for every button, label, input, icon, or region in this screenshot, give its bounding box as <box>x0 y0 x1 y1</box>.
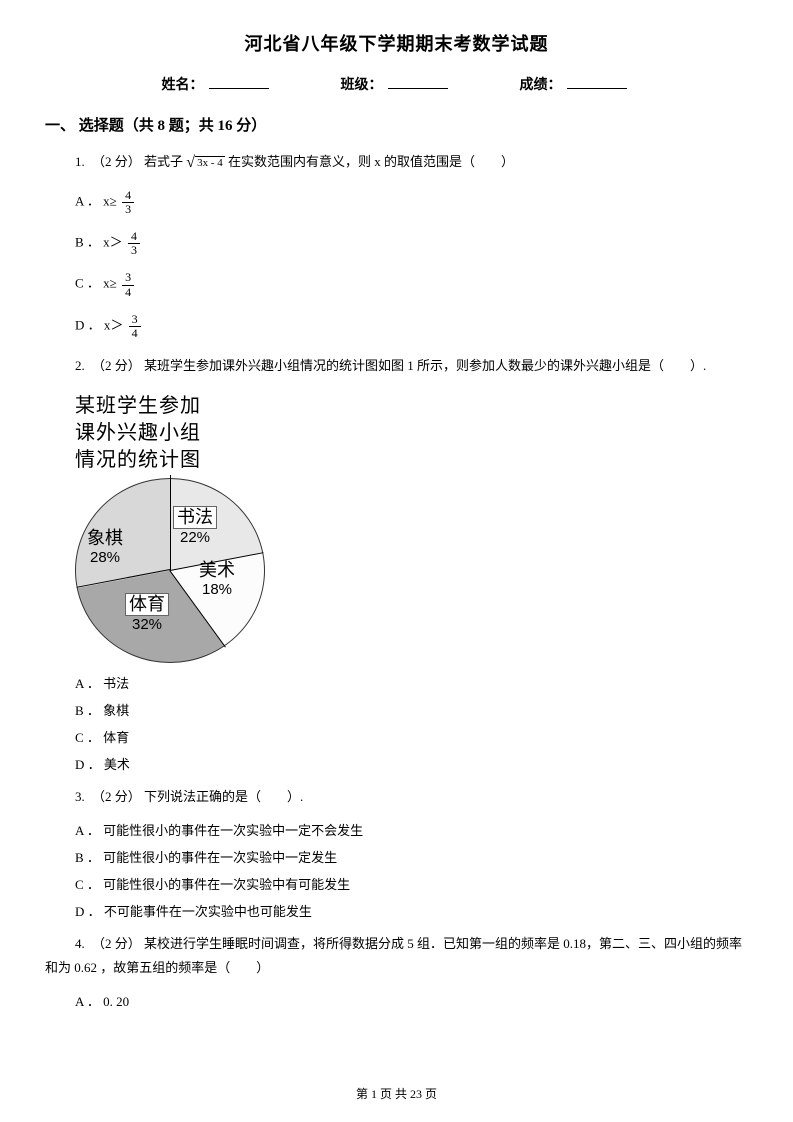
q1-opt-c: C ． x≥ 34 <box>75 271 748 298</box>
q1-b-label: B ． <box>75 235 100 250</box>
pie-line-1 <box>170 475 171 570</box>
q1-b-frac: 43 <box>128 230 140 257</box>
question-4: 4. （2 分） 某校进行学生睡眠时间调查，将所得数据分成 5 组．已知第一组的… <box>45 932 748 981</box>
q4-text: 某校进行学生睡眠时间调查，将所得数据分成 5 组．已知第一组的频率是 0.18，… <box>45 936 742 976</box>
q1-a-frac: 43 <box>122 189 134 216</box>
class-blank <box>388 88 448 89</box>
q2-num: 2. <box>75 358 85 373</box>
q1-num: 1. <box>75 154 85 169</box>
q3-opt-c: C ． 可能性很小的事件在一次实验中有可能发生 <box>75 878 748 891</box>
q3-num: 3. <box>75 789 85 804</box>
score-blank <box>567 88 627 89</box>
name-blank <box>209 88 269 89</box>
q2-chart: 某班学生参加 课外兴趣小组 情况的统计图 书法 22% 美术 18% 体育 32… <box>75 393 748 663</box>
q1-sqrt: √3x - 4 <box>186 156 224 170</box>
q2-pts: （2 分） <box>92 358 141 373</box>
q4-num: 4. <box>75 936 85 951</box>
question-1: 1. （2 分） 若式子 √3x - 4 在实数范围内有意义，则 x 的取值范围… <box>75 150 748 175</box>
q4-opt-a: A ． 0. 20 <box>75 995 748 1008</box>
q2-opt-d: D ． 美术 <box>75 758 748 771</box>
question-3: 3. （2 分） 下列说法正确的是（ ）. <box>75 785 748 810</box>
q1-d-label: D ． <box>75 317 101 332</box>
q1-c-frac: 34 <box>122 271 134 298</box>
q1-sqrt-inner: 3x - 4 <box>195 156 225 170</box>
pie-label-shufa: 书法 22% <box>173 506 217 546</box>
q3-text: 下列说法正确的是（ ）. <box>144 789 303 804</box>
q1-pre: 若式子 <box>144 154 183 169</box>
q4-pts: （2 分） <box>92 936 141 951</box>
q1-opt-d: D ． x＞ 34 <box>75 313 748 340</box>
section-header: 一、 选择题（共 8 题；共 16 分） <box>45 114 748 135</box>
q3-opt-b: B ． 可能性很小的事件在一次实验中一定发生 <box>75 851 748 864</box>
info-row: 姓名： 班级： 成绩： <box>45 74 748 94</box>
name-label: 姓名： <box>162 78 204 93</box>
q1-d-sym: x＞ <box>104 317 124 332</box>
page-title: 河北省八年级下学期期末考数学试题 <box>45 30 748 56</box>
q3-pts: （2 分） <box>92 789 141 804</box>
q2-opt-c: C ． 体育 <box>75 731 748 744</box>
pie-label-meishu: 美术 18% <box>199 560 235 598</box>
score-label: 成绩： <box>520 78 562 93</box>
q1-c-label: C ． <box>75 276 100 291</box>
q1-opt-b: B ． x＞ 43 <box>75 230 748 257</box>
q1-post: 在实数范围内有意义，则 x 的取值范围是（ ） <box>228 154 514 169</box>
q1-d-frac: 34 <box>129 313 141 340</box>
q2-chart-title: 某班学生参加 课外兴趣小组 情况的统计图 <box>75 393 748 474</box>
question-2: 2. （2 分） 某班学生参加课外兴趣小组情况的统计图如图 1 所示，则参加人数… <box>75 354 748 379</box>
pie-label-tiyu: 体育 32% <box>125 593 169 633</box>
q2-opt-a: A ． 书法 <box>75 677 748 690</box>
q1-a-sym: x≥ <box>103 193 117 208</box>
q1-c-sym: x≥ <box>103 276 117 291</box>
q1-pts: （2 分） <box>92 154 141 169</box>
q1-a-label: A ． <box>75 193 100 208</box>
pie-chart: 书法 22% 美术 18% 体育 32% 象棋 28% <box>75 478 265 663</box>
page-footer: 第 1 页 共 23 页 <box>0 1085 793 1102</box>
q1-opt-a: A ． x≥ 43 <box>75 189 748 216</box>
q1-b-sym: x＞ <box>103 235 123 250</box>
class-label: 班级： <box>341 78 383 93</box>
q3-opt-d: D ． 不可能事件在一次实验中也可能发生 <box>75 905 748 918</box>
q2-text: 某班学生参加课外兴趣小组情况的统计图如图 1 所示，则参加人数最少的课外兴趣小组… <box>144 358 706 373</box>
pie-label-xiangqi: 象棋 28% <box>87 528 123 566</box>
q3-opt-a: A ． 可能性很小的事件在一次实验中一定不会发生 <box>75 824 748 837</box>
q2-opt-b: B ． 象棋 <box>75 704 748 717</box>
